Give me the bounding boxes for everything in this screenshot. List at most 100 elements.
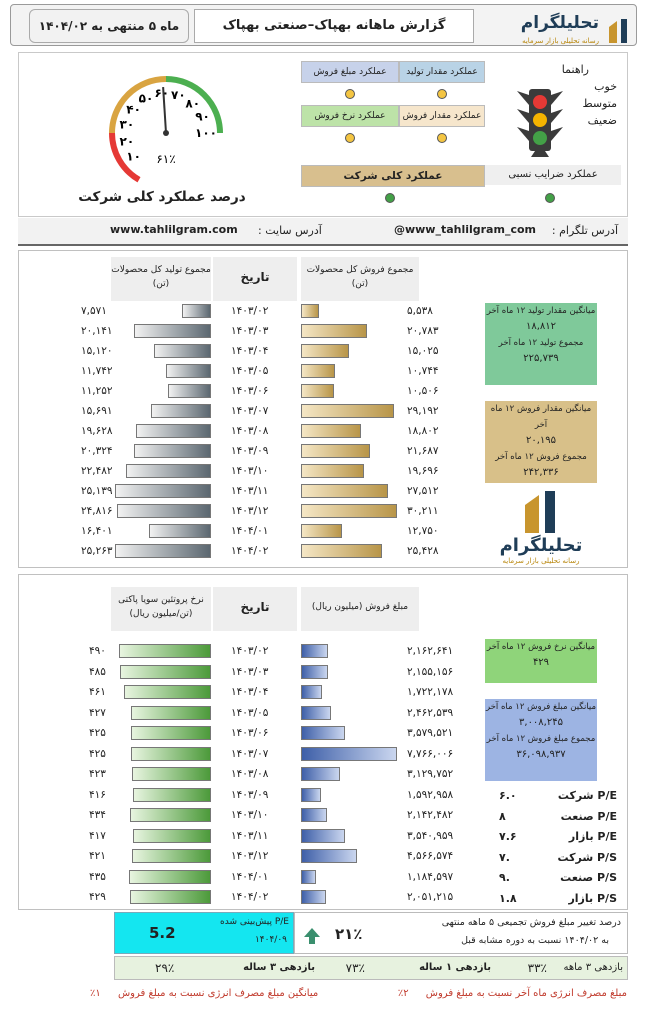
energy-last-value: ۲٪ <box>397 988 409 999</box>
header-sales-rate: عملکرد نرخ فروش <box>301 105 399 127</box>
s1-prod-value: ۲۵,۲۶۳ <box>81 545 113 557</box>
s1-prod-value: ۲۰,۱۴۱ <box>81 325 113 337</box>
sales-stats-box: میانگین مقدار فروش ۱۲ ماه آخر ۲۰,۱۹۵ مجم… <box>485 401 597 483</box>
ratio-label: P/E شرکت <box>557 789 617 802</box>
s2-rate-bar <box>133 828 211 843</box>
avg-amount-label: میانگین مبلغ فروش ۱۲ ماه آخر <box>485 702 597 712</box>
s1-prod-value: ۱۹,۶۲۸ <box>81 425 113 437</box>
s1-sales-value: ۲۷,۵۱۲ <box>407 485 439 497</box>
s2-rate-bar <box>132 849 211 863</box>
ratio-label: P/S صنعت <box>560 871 617 884</box>
s2-amount-bar <box>301 726 345 740</box>
s2-amount-bar <box>301 767 340 781</box>
site-url[interactable]: www.tahlilgram.com <box>110 223 238 236</box>
s2-amount-bar <box>301 869 316 884</box>
report-date: ماه ۵ منتهی به ۱۴۰۴/۰۲ <box>29 9 189 43</box>
s1-prod-bar <box>151 404 211 418</box>
pe-forecast-value: 5.2 <box>149 924 176 942</box>
legend-medium: متوسط <box>582 97 617 110</box>
prod-qty-dot <box>437 89 447 99</box>
s1-date: ۱۴۰۴/۰۱ <box>231 525 269 537</box>
rate-stats-box: میانگین نرخ فروش ۱۲ ماه آخر ۴۲۹ <box>485 639 597 683</box>
header-sales-amount: عملکرد مبلغ فروش <box>301 61 399 83</box>
return-1y-label: بازدهی ۱ ساله <box>419 962 491 973</box>
s2-amount-bar <box>301 808 327 822</box>
s2-date: ۱۴۰۴/۰۱ <box>231 870 269 883</box>
s2-rate-bar <box>124 685 211 699</box>
s2-rate-value: ۴۱۷ <box>89 829 106 842</box>
avg-prod-label: میانگین مقدار تولید ۱۲ ماه آخر <box>486 306 596 316</box>
s1-sales-bar <box>301 504 397 518</box>
s1-prod-bar <box>149 524 211 538</box>
s1-date: ۱۴۰۳/۰۴ <box>231 345 269 357</box>
s1-prod-value: ۱۵,۶۹۱ <box>81 405 113 417</box>
s2-date: ۱۴۰۴/۰۲ <box>231 891 269 903</box>
avg-rate-label: میانگین نرخ فروش ۱۲ ماه آخر <box>486 642 596 652</box>
s1-prod-bar <box>115 544 211 558</box>
s2-amount-value: ۱,۷۲۲,۱۷۸ <box>407 686 454 698</box>
energy-avg-value: ۱٪ <box>90 988 101 999</box>
s2-rate-value: ۴۶۱ <box>89 686 106 698</box>
gauge-caption: درصد عملکرد کلی شرکت <box>78 189 246 205</box>
sum-prod-value: ۲۲۵,۷۳۹ <box>523 353 559 364</box>
legend-weak: ضعیف <box>587 114 617 127</box>
ratio-value: ۸ <box>499 809 506 823</box>
s2-rate-bar <box>119 644 211 658</box>
gauge-arc <box>109 76 167 134</box>
s1-sales-bar <box>301 384 334 398</box>
return-3y-label: بازدهی ۳ ساله <box>243 962 315 973</box>
s1-date: ۱۴۰۳/۰۷ <box>231 405 269 417</box>
gauge-tick-label: ۱۰ <box>126 150 141 164</box>
s2-rate-bar <box>131 726 211 740</box>
s2-rate-value: ۴۲۹ <box>89 891 106 903</box>
s2-rate-bar <box>130 890 211 904</box>
col-sales-header: مجموع فروش کل محصولات (تن) <box>301 257 419 301</box>
sum-sales-label: مجموع فروش ۱۲ ماه آخر <box>495 452 587 462</box>
s2-rate-value: ۴۱۶ <box>89 788 106 801</box>
s1-sales-value: ۲۰,۷۸۳ <box>407 325 439 337</box>
sum-prod-label: مجموع تولید ۱۲ ماه آخر <box>498 338 584 348</box>
energy-last-month: مبلغ مصرف انرژی ماه آخر نسبت به مبلغ فرو… <box>398 988 627 999</box>
header-sales-qty: عملکرد مقدار فروش <box>399 105 485 127</box>
prod-stats-box: میانگین مقدار تولید ۱۲ ماه آخر ۱۸,۸۱۲ مج… <box>485 303 597 385</box>
s2-amount-value: ۲,۱۴۲,۴۸۲ <box>407 809 454 821</box>
gauge-percent: ۶۱٪ <box>156 152 175 166</box>
s2-amount-bar <box>301 746 397 761</box>
s1-sales-bar <box>301 444 370 458</box>
brand-mark-icon <box>609 19 627 43</box>
s1-sales-value: ۱۹,۶۹۶ <box>407 465 439 477</box>
s2-date: ۱۴۰۳/۰۶ <box>231 727 269 739</box>
legend-title: راهنما <box>561 63 589 76</box>
s2-rate-bar <box>132 767 211 781</box>
header-overall: عملکرد کلی شرکت <box>301 165 485 187</box>
s1-prod-value: ۲۲,۴۸۲ <box>81 465 113 477</box>
gauge-tick-label: ۹۰ <box>195 110 210 124</box>
revenue-rate-section: مبلغ فروش (میلیون ریال) تاریخ نرخ پروتئی… <box>18 574 628 910</box>
s2-rate-value: ۴۲۷ <box>89 706 106 719</box>
s2-rate-bar <box>131 705 211 720</box>
pe-forecast-date: ۱۴۰۴/۰۹ <box>254 935 287 945</box>
sum-sales-value: ۲۴۲,۳۳۶ <box>523 467 559 478</box>
tahlilgram-logo: تحلیلگرام رسانه تحلیلی بازار سرمایه <box>489 9 639 49</box>
s2-rate-value: ۴۹۰ <box>89 645 106 657</box>
s1-date: ۱۴۰۳/۰۸ <box>231 425 269 437</box>
s2-amount-value: ۲,۰۵۱,۲۱۵ <box>407 891 454 903</box>
s2-rate-bar <box>120 664 211 679</box>
s1-prod-bar <box>117 504 211 518</box>
s1-prod-bar <box>168 384 211 398</box>
s1-date: ۱۴۰۳/۰۶ <box>231 385 269 397</box>
gauge-tick-label: ۳۰ <box>120 118 135 132</box>
return-3m-label: بازدهی ۳ ماهه <box>563 962 624 973</box>
s2-rate-bar <box>131 746 211 761</box>
gauge-needle <box>162 87 167 134</box>
s1-date: ۱۴۰۳/۰۲ <box>231 305 269 317</box>
s2-date: ۱۴۰۳/۱۲ <box>231 850 269 862</box>
s1-sales-bar <box>301 324 367 338</box>
gauge-arc <box>109 132 141 183</box>
s1-date: ۱۴۰۳/۰۵ <box>231 365 269 377</box>
ratio-label: P/E بازار <box>568 830 617 843</box>
brand-tagline: رسانه تحلیلی بازار سرمایه <box>502 557 580 565</box>
avg-rate-value: ۴۲۹ <box>532 657 550 668</box>
sales-rate-dot <box>345 133 355 143</box>
telegram-handle[interactable]: @www_tahlilgram_com <box>393 223 536 236</box>
